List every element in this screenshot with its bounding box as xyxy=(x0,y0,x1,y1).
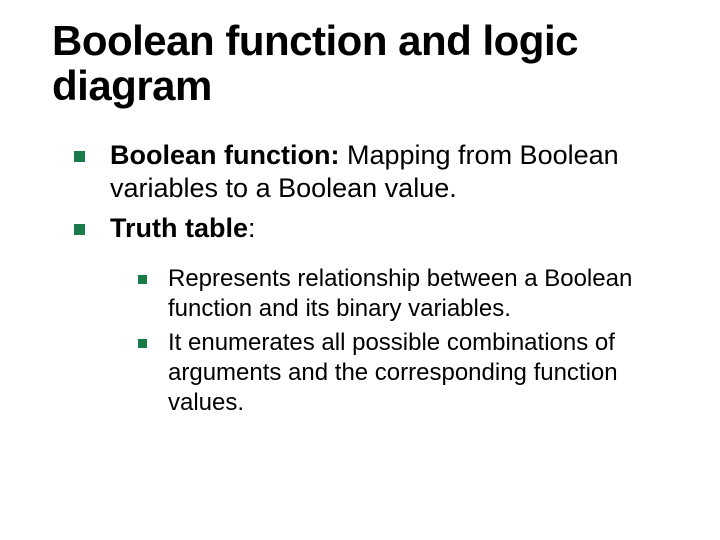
list-item: Boolean function: Mapping from Boolean v… xyxy=(74,139,680,207)
list-item: It enumerates all possible combinations … xyxy=(138,328,680,418)
sub-text: Represents relationship between a Boolea… xyxy=(168,265,632,322)
bullet-list-level2: Represents relationship between a Boolea… xyxy=(138,264,680,418)
slide-title: Boolean function and logic diagram xyxy=(52,18,680,109)
list-item: Represents relationship between a Boolea… xyxy=(138,264,680,324)
title-line-2: diagram xyxy=(52,62,212,109)
sub-text: It enumerates all possible combinations … xyxy=(168,329,618,416)
title-line-1: Boolean function and logic xyxy=(52,17,578,64)
slide: Boolean function and logic diagram Boole… xyxy=(0,0,720,540)
term-rest: : xyxy=(248,213,256,243)
list-item: Truth table: Represents relationship bet… xyxy=(74,212,680,418)
bullet-list-level1: Boolean function: Mapping from Boolean v… xyxy=(74,139,680,418)
term-bold: Truth table xyxy=(110,213,248,243)
term-bold: Boolean function: xyxy=(110,140,339,170)
